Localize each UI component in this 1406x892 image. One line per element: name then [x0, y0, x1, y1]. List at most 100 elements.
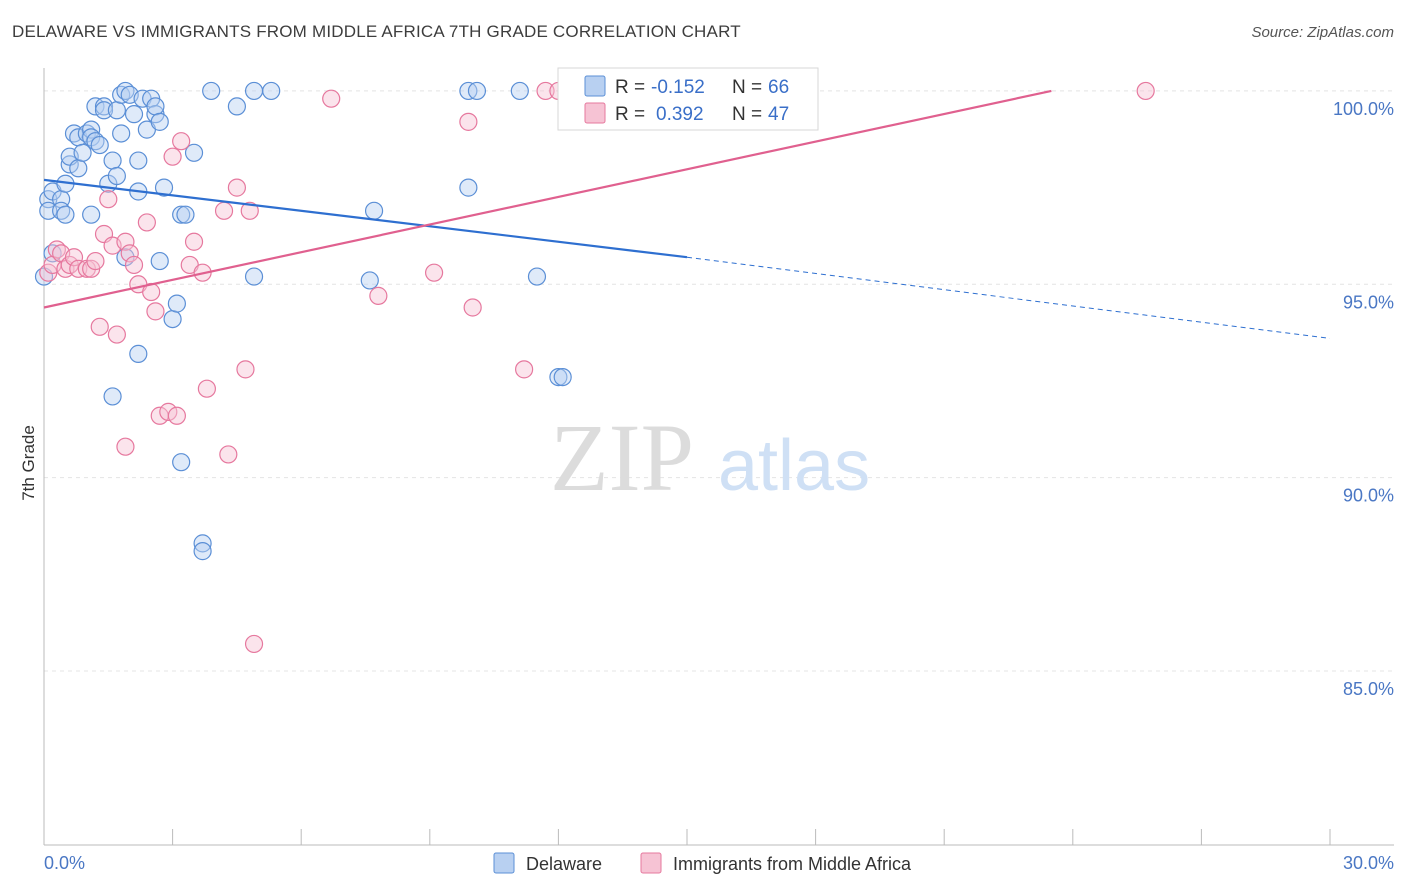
delaware-point: [60, 155, 79, 174]
watermark-atlas: atlas: [718, 426, 870, 506]
delaware-point: [103, 387, 122, 406]
delaware-point: [193, 534, 212, 553]
middle-africa-point: [424, 263, 444, 282]
middle-africa-point: [214, 201, 234, 220]
delaware-point: [154, 178, 174, 197]
legend-n-value-delaware: 66: [768, 77, 789, 98]
trend-line-delaware: [43, 178, 688, 259]
delaware-point: [90, 135, 109, 155]
middle-africa-point: [197, 379, 216, 398]
middle-africa-point: [167, 406, 186, 425]
middle-africa-point: [159, 402, 178, 421]
middle-africa-point: [463, 298, 482, 317]
middle-africa-point: [137, 213, 156, 232]
middle-africa-point: [163, 147, 182, 166]
delaware-point: [227, 97, 246, 116]
delaware-point: [172, 453, 191, 472]
delaware-point: [364, 201, 384, 220]
delaware-point: [82, 205, 101, 224]
delaware-point: [150, 112, 169, 131]
middle-africa-point: [515, 360, 534, 379]
middle-africa-point: [99, 190, 118, 209]
delaware-point: [244, 267, 264, 286]
delaware-point: [510, 81, 529, 101]
y-tick-label: 95.0%: [1343, 292, 1394, 312]
y-tick-labels: 85.0% 90.0% 95.0% 100.0%: [1333, 99, 1394, 699]
middle-africa-point: [459, 112, 478, 131]
x-tick-label-min: 0.0%: [44, 853, 85, 873]
middle-africa-point: [146, 302, 165, 321]
delaware-point: [112, 124, 131, 143]
delaware-point: [39, 201, 58, 220]
bottom-legend-swatch-middle-africa: [640, 852, 662, 874]
delaware-point: [82, 120, 101, 139]
delaware-point: [129, 151, 148, 170]
series-middle-africa: [39, 81, 1155, 654]
y-tick-label: 90.0%: [1343, 486, 1394, 506]
middle-africa-point: [184, 232, 204, 251]
middle-africa-point: [172, 132, 191, 151]
legend-n-value-middle-africa: 47: [768, 104, 789, 125]
middle-africa-point: [369, 286, 388, 305]
trend-line-delaware-extension: [686, 256, 1331, 339]
middle-africa-point: [90, 317, 109, 336]
middle-africa-point: [244, 634, 264, 654]
legend-r-label-delaware: R =: [615, 77, 645, 98]
delaware-point: [129, 344, 148, 363]
trend-lines: [43, 89, 1331, 339]
delaware-point: [176, 205, 195, 224]
delaware-point: [184, 143, 204, 162]
delaware-point: [94, 101, 114, 120]
middle-africa-point: [124, 255, 144, 275]
axes: [43, 68, 1394, 846]
legend-r-value-middle-africa: 0.392: [656, 104, 704, 125]
delaware-point: [73, 143, 92, 162]
x-tick-label-max: 30.0%: [1343, 853, 1394, 873]
delaware-point: [244, 81, 264, 101]
delaware-point: [167, 294, 186, 313]
y-tick-label: 100.0%: [1333, 99, 1394, 119]
legend-r-value-delaware: -0.152: [651, 77, 705, 98]
y-tick-label: 85.0%: [1343, 679, 1394, 699]
delaware-point: [150, 251, 169, 271]
series-delaware: [34, 81, 572, 561]
delaware-point: [459, 178, 478, 197]
delaware-point: [56, 205, 75, 224]
delaware-point: [107, 101, 126, 120]
delaware-point: [262, 81, 281, 101]
delaware-point: [193, 542, 212, 561]
middle-africa-point: [116, 232, 135, 251]
delaware-point: [163, 309, 182, 329]
delaware-point: [124, 105, 144, 124]
legend-n-label-middle-africa: N =: [732, 104, 762, 125]
middle-africa-point: [120, 244, 139, 263]
y-axis-label: 7th Grade: [19, 425, 38, 501]
middle-africa-point: [536, 81, 555, 101]
delaware-point: [69, 159, 88, 178]
middle-africa-point: [236, 360, 255, 379]
middle-africa-point: [227, 178, 246, 197]
middle-africa-point: [219, 445, 238, 464]
middle-africa-point: [86, 251, 105, 271]
legend-r-label-middle-africa: R =: [615, 104, 645, 125]
delaware-point: [467, 81, 487, 101]
chart-source: Source: ZipAtlas.com: [1251, 24, 1394, 41]
middle-africa-point: [322, 89, 341, 108]
middle-africa-point: [1136, 81, 1155, 101]
series-legend: Delaware Immigrants from Middle Africa: [493, 852, 912, 874]
bottom-legend-label-middle-africa: Immigrants from Middle Africa: [673, 854, 912, 874]
watermark-zip: ZIP: [550, 404, 694, 511]
delaware-point: [549, 367, 568, 387]
trend-line-middle-africa: [43, 89, 1052, 309]
correlation-legend: R = -0.152 N = 66 R = 0.392 N = 47: [557, 67, 819, 131]
delaware-point: [553, 367, 572, 387]
delaware-point: [172, 205, 191, 224]
bottom-legend-swatch-delaware: [493, 852, 515, 874]
legend-swatch-delaware: [584, 75, 606, 97]
bottom-legend-label-delaware: Delaware: [526, 854, 602, 874]
middle-africa-point: [240, 201, 259, 220]
delaware-point: [146, 97, 165, 116]
legend-n-label-delaware: N =: [732, 77, 762, 98]
middle-africa-point: [64, 248, 84, 267]
